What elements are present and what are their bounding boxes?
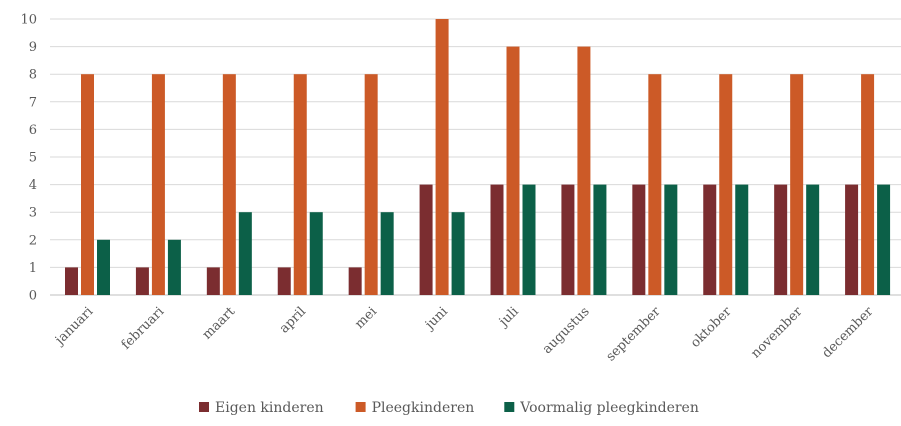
x-category-label: oktober (688, 304, 735, 351)
bar-3 (806, 184, 820, 295)
x-category-label: augustus (540, 304, 593, 357)
bar-3 (877, 184, 891, 295)
legend-label: Voormalig pleegkinderen (519, 400, 699, 416)
bar-1 (561, 184, 575, 295)
y-tick-label: 9 (29, 40, 37, 55)
x-category-label: april (277, 304, 309, 336)
bar-1 (490, 184, 504, 295)
y-tick-label: 6 (29, 123, 37, 138)
bar-2 (648, 74, 662, 295)
bar-2 (364, 74, 378, 295)
bars (65, 19, 891, 295)
bar-1 (419, 184, 433, 295)
bar-2 (719, 74, 733, 295)
bar-3 (735, 184, 749, 295)
bar-1 (774, 184, 788, 295)
bar-3 (522, 184, 536, 295)
bar-1 (845, 184, 859, 295)
x-category-label: juli (495, 304, 522, 331)
x-category-label: februari (119, 304, 167, 352)
bar-1 (135, 267, 149, 295)
legend-swatch (199, 402, 209, 412)
x-category-label: mei (352, 304, 380, 332)
bar-1 (632, 184, 646, 295)
x-category-label: juni (421, 304, 451, 334)
x-axis-categories: januari februari maart april mei juni juli augu… (51, 304, 877, 365)
bar-2 (790, 74, 804, 295)
legend-swatch (355, 402, 366, 412)
bar-3 (167, 239, 181, 295)
x-category-label: januari (51, 304, 96, 349)
bar-3 (309, 212, 323, 295)
bar-3 (380, 212, 394, 295)
bar-2 (293, 74, 307, 295)
y-tick-label: 2 (29, 233, 37, 248)
y-tick-label: 8 (29, 68, 37, 83)
legend-swatch (504, 402, 515, 412)
legend-label: Pleegkinderen (372, 400, 475, 416)
bar-1 (277, 267, 291, 295)
bar-3 (451, 212, 465, 295)
bar-2 (861, 74, 875, 295)
bar-3 (593, 184, 607, 295)
y-tick-label: 4 (29, 178, 37, 193)
legend-label: Eigen kinderen (215, 400, 324, 416)
bar-1 (348, 267, 362, 295)
y-tick-label: 3 (29, 206, 37, 221)
y-tick-label: 1 (29, 261, 37, 276)
y-tick-label: 10 (20, 13, 37, 28)
x-category-label: maart (200, 304, 239, 343)
legend: Eigen kinderen Pleegkinderen Voormalig ple… (199, 400, 699, 416)
bar-2 (151, 74, 165, 295)
y-tick-label: 0 (29, 289, 37, 304)
x-category-label: november (748, 304, 806, 362)
x-category-label: december (819, 304, 877, 362)
y-axis-ticks: 0 1 2 3 4 5 6 7 8 9 10 (20, 13, 37, 304)
bar-2 (577, 46, 591, 295)
bar-1 (206, 267, 220, 295)
bar-3 (97, 239, 110, 295)
bar-3 (664, 184, 678, 295)
y-tick-label: 7 (29, 95, 37, 110)
y-tick-label: 5 (29, 151, 37, 166)
bar-1 (703, 184, 717, 295)
bar-2 (435, 19, 449, 295)
bar-2 (81, 74, 94, 295)
bar-2 (222, 74, 236, 295)
x-category-label: september (603, 304, 664, 365)
bar-3 (238, 212, 252, 295)
bar-2 (506, 46, 520, 295)
gridlines (50, 18, 901, 296)
bar-1 (65, 267, 78, 295)
